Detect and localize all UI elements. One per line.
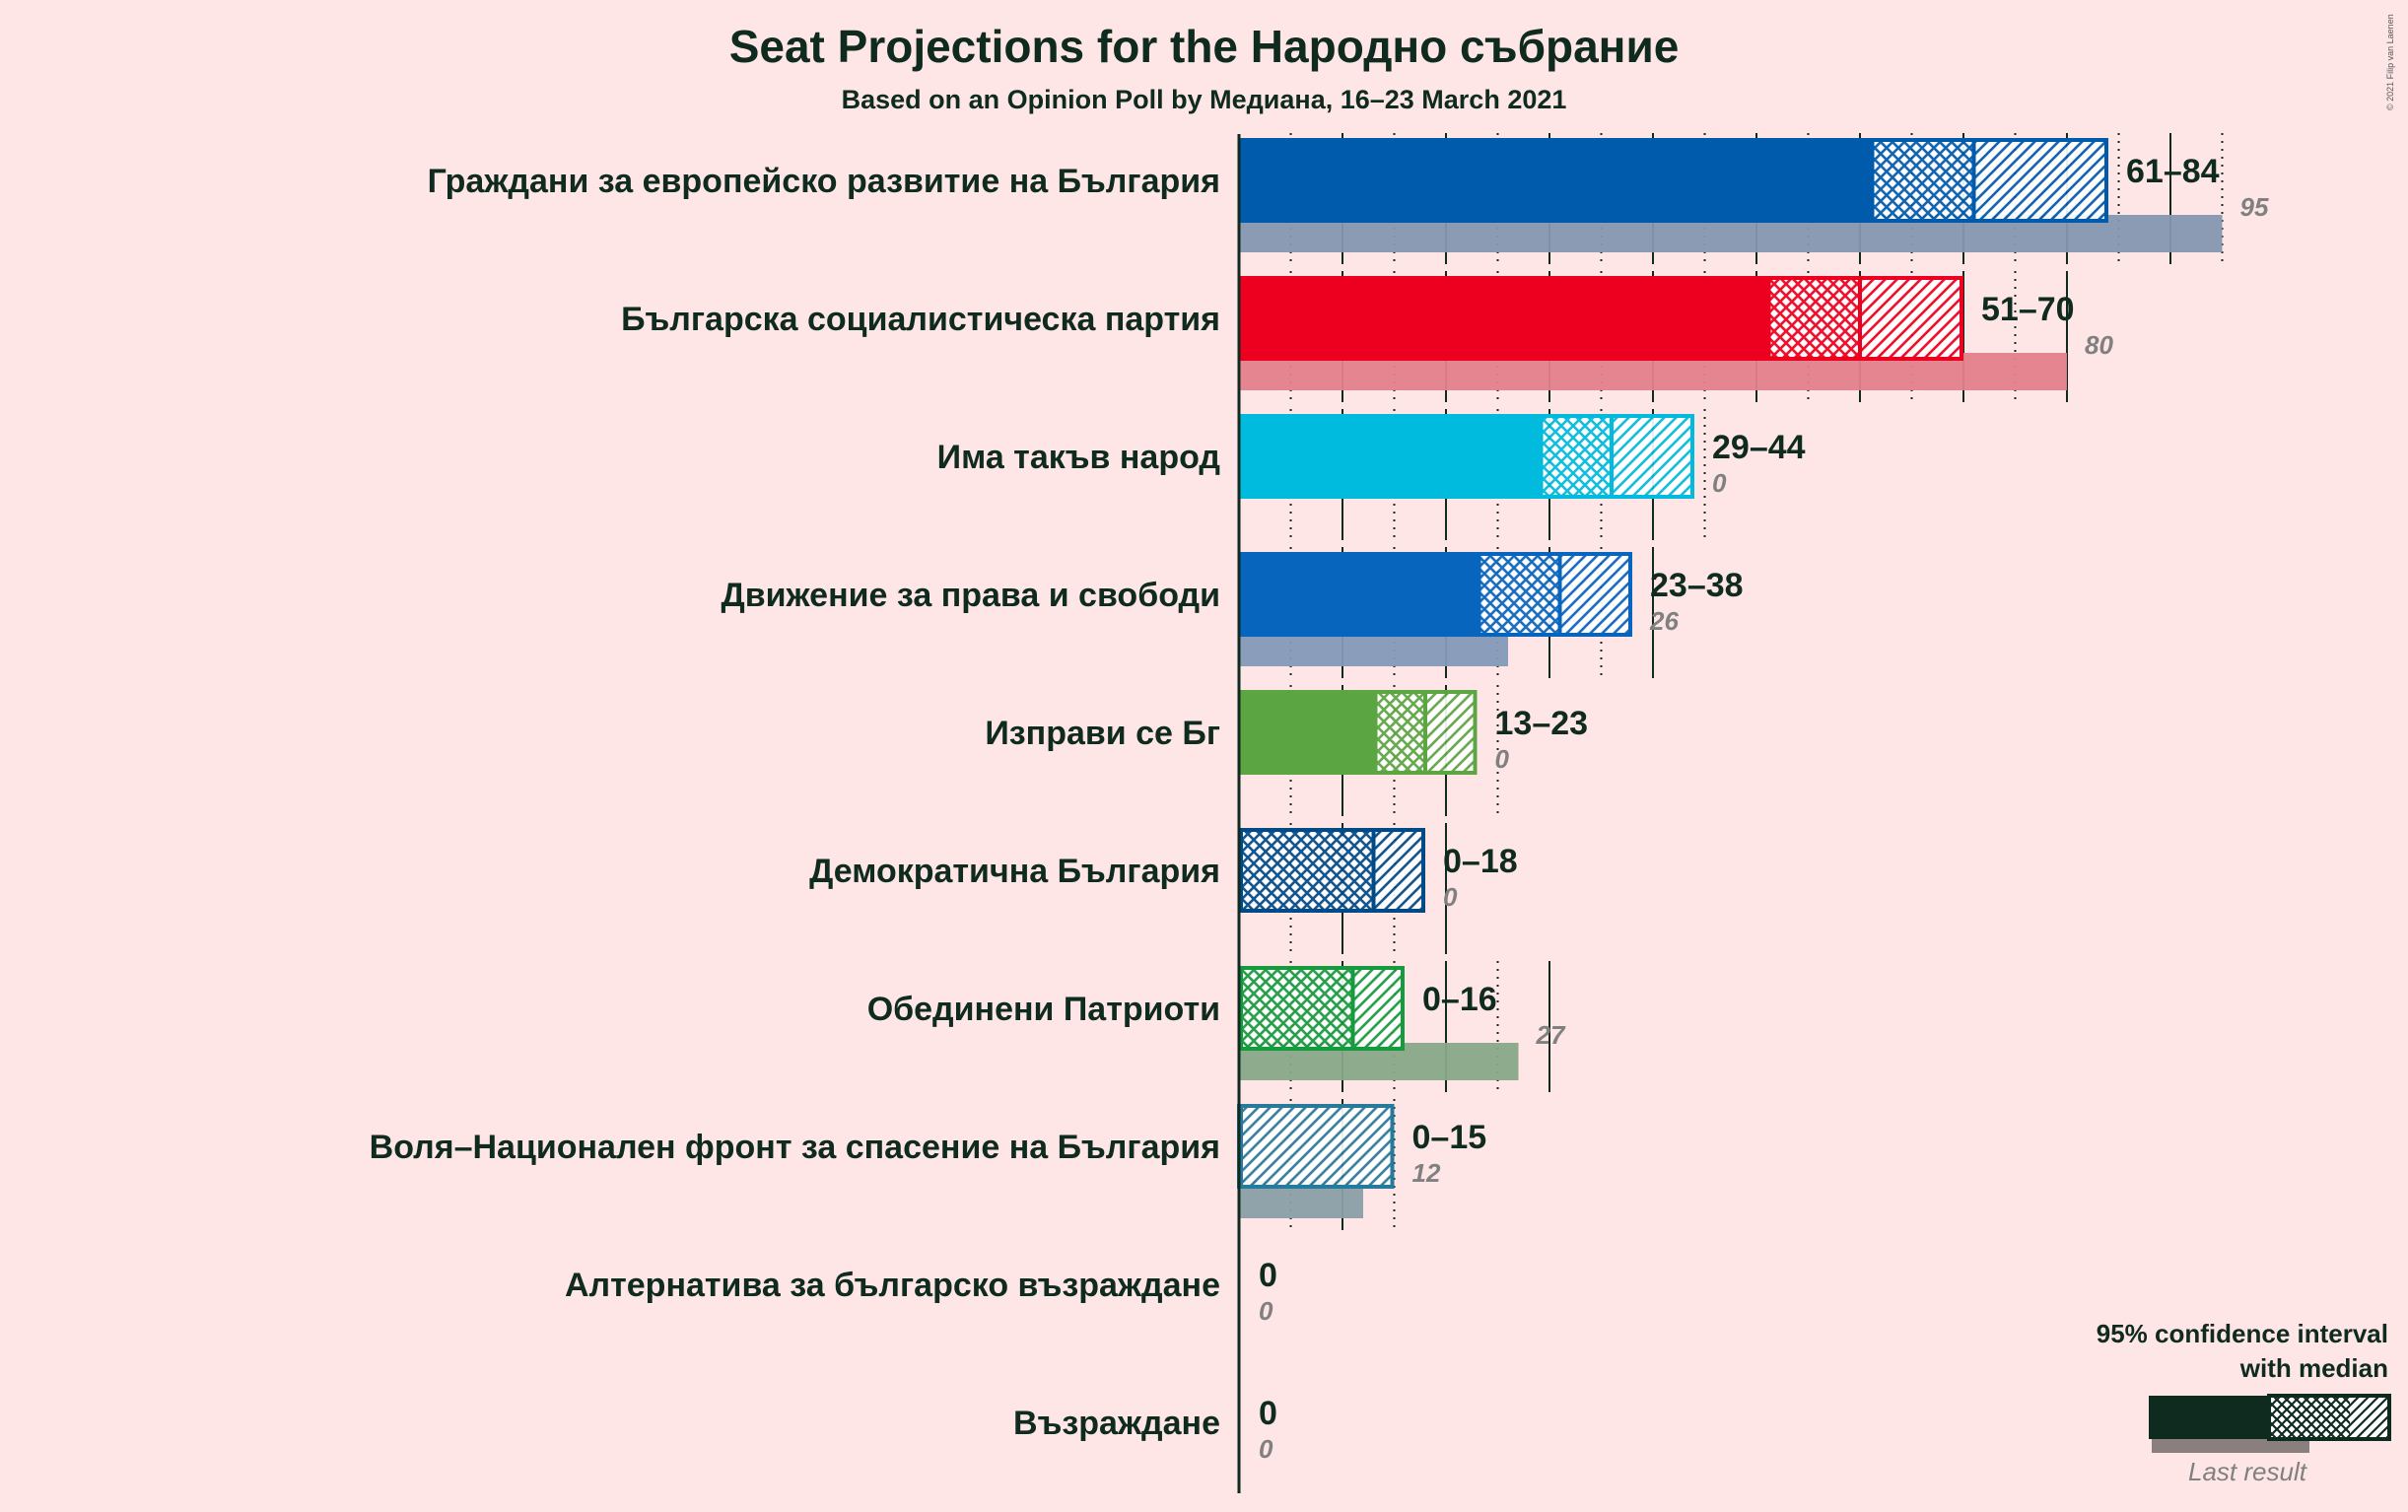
range-label: 0	[1259, 1257, 1277, 1294]
range-label: 29–44	[1712, 429, 1806, 466]
legend-high-swatch	[2350, 1396, 2389, 1439]
range-label: 13–23	[1495, 705, 1589, 742]
last-result-label: 27	[1536, 1020, 1566, 1050]
ci-upper-hatch-bar	[1612, 414, 1694, 499]
ci-upper-hatch-bar	[1352, 966, 1405, 1051]
ci-upper-hatch-bar	[1559, 552, 1632, 637]
ci-upper-hatch-bar	[1239, 1104, 1395, 1189]
range-label: 61–84	[2126, 153, 2220, 190]
range-label: 0–15	[1412, 1119, 1487, 1156]
ci-lower-hatch-bar	[1539, 414, 1612, 499]
legend-title-line1: 95% confidence interval	[2096, 1319, 2388, 1348]
ci-outline	[1239, 966, 1405, 1051]
ci-outline	[1766, 276, 1963, 361]
bars	[1237, 138, 2223, 1218]
ci-outline	[1539, 414, 1694, 499]
legend-title: 95% confidence interval with median	[2030, 1317, 2388, 1386]
party-label: Обединени Патриоти	[867, 991, 1220, 1028]
legend-swatch	[2149, 1394, 2391, 1453]
party-label: Изправи се Бг	[985, 715, 1220, 752]
party-label: Воля–Национален фронт за спасение на Бъл…	[370, 1129, 1220, 1166]
labels: Граждани за европейско развитие на Бълга…	[370, 134, 2269, 1493]
ci-upper-hatch-bar	[1373, 828, 1425, 913]
party-label: Има такъв народ	[937, 439, 1220, 476]
ci-outline	[1239, 828, 1425, 913]
ci-solid-bar	[1239, 138, 1871, 223]
party-label: Алтернатива за българско възраждане	[565, 1267, 1220, 1304]
last-result-label: 0	[1443, 882, 1458, 912]
ci-lower-hatch-bar	[1477, 552, 1560, 637]
last-result-label: 95	[2240, 192, 2269, 222]
ci-lower-hatch-bar	[1373, 690, 1425, 775]
range-label: 23–38	[1650, 567, 1744, 604]
party-label: Демократична България	[809, 853, 1220, 890]
ci-lower-hatch-bar	[1239, 966, 1353, 1051]
ci-solid-bar	[1239, 414, 1540, 499]
last-result-label: 80	[2085, 330, 2113, 360]
ci-solid-bar	[1239, 276, 1767, 361]
legend-outline	[2267, 1394, 2391, 1441]
ci-upper-hatch-bar	[1425, 690, 1478, 775]
range-label: 0–18	[1443, 843, 1518, 880]
last-result-label: 0	[1259, 1434, 1273, 1464]
party-label: Възраждане	[1013, 1405, 1220, 1442]
last-result-label: 0	[1259, 1296, 1273, 1326]
legend-last-result-label: Last result	[2188, 1457, 2306, 1486]
chart-title: Seat Projections for the Народно събрани…	[728, 21, 1680, 72]
legend-median-swatch	[2269, 1396, 2350, 1439]
last-result-label: 0	[1712, 468, 1727, 498]
ci-outline	[1870, 138, 2108, 223]
last-result-label: 26	[1649, 606, 1679, 636]
range-label: 0–16	[1422, 981, 1497, 1018]
range-label: 0	[1259, 1395, 1277, 1432]
ci-lower-hatch-bar	[1766, 276, 1860, 361]
ci-solid-bar	[1239, 552, 1478, 637]
range-label: 51–70	[1981, 291, 2075, 328]
chart-subtitle: Based on an Opinion Poll by Медиана, 16–…	[841, 85, 1567, 114]
last-result-label: 0	[1495, 744, 1510, 774]
last-result-label: 12	[1412, 1158, 1441, 1188]
ci-lower-hatch-bar	[1870, 138, 1974, 223]
legend-solid-swatch	[2149, 1396, 2269, 1439]
legend-title-line2: with median	[2239, 1353, 2388, 1383]
party-label: Българска социалистическа партия	[621, 301, 1220, 338]
ci-upper-hatch-bar	[1973, 138, 2108, 223]
ci-outline	[1477, 552, 1632, 637]
party-label: Граждани за европейско развитие на Бълга…	[428, 163, 1220, 200]
party-label: Движение за права и свободи	[722, 577, 1221, 614]
ci-upper-hatch-bar	[1860, 276, 1963, 361]
ci-lower-hatch-bar	[1239, 828, 1374, 913]
ci-solid-bar	[1239, 690, 1374, 775]
